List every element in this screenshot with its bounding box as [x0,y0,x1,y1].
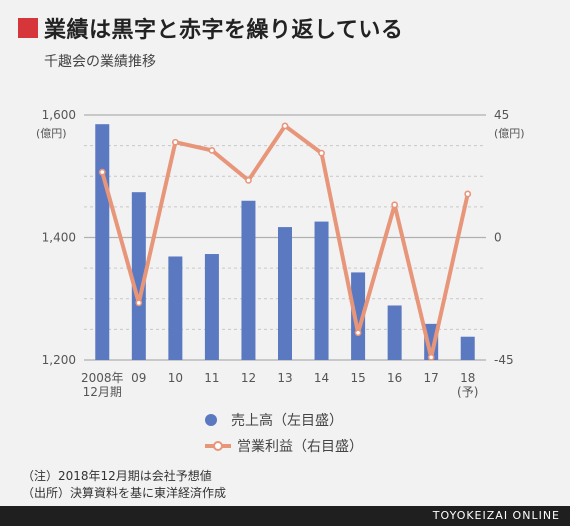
x-axis-tick-label: 10 [168,371,183,385]
left-axis-unit: (億円) [36,127,67,140]
line-point [135,299,143,307]
left-axis-tick-label: 1,600 [42,108,76,122]
x-axis-tick-label: 2008年 [81,371,124,385]
line-point [245,176,252,184]
x-axis-tick-label: 14 [314,371,329,385]
note-source: （出所）決算資料を基に東洋経済作成 [22,486,227,500]
x-axis-tick-label: 18 [460,371,475,385]
x-axis-tick-label: 12月期 [83,385,122,399]
footer-bar: TOYOKEIZAI ONLINE [0,506,570,526]
notes: （注）2018年12月期は会社予想値 （出所）決算資料を基に東洋経済作成 [22,468,226,502]
legend-item-line: 営業利益（右目盛） [205,436,363,456]
right-axis-unit: (億円) [494,127,525,140]
line-point [281,122,289,130]
title-row: 業績は黒字と赤字を繰り返している [18,12,403,44]
right-axis-tick-label: -45 [494,353,514,367]
bar [241,200,256,360]
title-marker [18,18,38,38]
line-point [427,353,435,361]
footer-brand: TOYOKEIZAI ONLINE [432,509,560,522]
x-axis-tick-label: 13 [277,371,292,385]
line-point [464,190,472,198]
chart-title: 業績は黒字と赤字を繰り返している [44,18,404,43]
line-point [98,168,106,176]
x-axis-tick-label: 17 [424,371,439,385]
legend-line-swatch [205,440,231,452]
bar [314,221,329,360]
legend-bar-swatch [205,414,217,426]
bar [168,256,183,360]
line-point [354,329,362,337]
bar [95,124,110,360]
x-axis-tick-label: 11 [204,371,219,385]
line-point [391,201,399,209]
left-axis-tick-label: 1,200 [42,353,76,367]
line-point [208,146,216,154]
chart-subtitle: 千趣会の業績推移 [44,54,156,70]
bar [387,305,402,360]
right-axis-tick-label: 45 [494,108,509,122]
bar [204,254,219,360]
right-axis-tick-label: 0 [494,231,502,245]
left-axis-tick-label: 1,400 [42,231,76,245]
line-point [171,138,179,146]
bar [351,272,366,360]
x-axis-tick-label: 09 [131,371,146,385]
x-axis-tick-label: 16 [387,371,402,385]
legend-bar-label: 売上高（左目盛） [231,413,343,429]
bar [278,227,292,360]
x-axis-tick-label: 15 [350,371,365,385]
note-estimate: （注）2018年12月期は会社予想値 [22,469,212,483]
x-axis-tick-label: 12 [241,371,256,385]
bar [131,192,146,360]
x-axis-tick-label: (予) [457,385,478,399]
line-point [318,149,325,157]
bar [460,336,475,360]
legend-line-label: 営業利益（右目盛） [237,439,363,455]
legend-item-bars: 売上高（左目盛） [205,410,343,430]
